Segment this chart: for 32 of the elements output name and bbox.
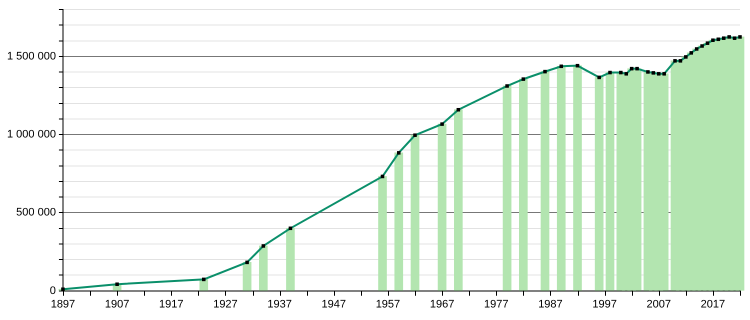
x-tick-label: 1967 <box>430 298 454 310</box>
bar <box>502 86 512 291</box>
bar <box>394 152 404 291</box>
x-tick-label: 1917 <box>159 298 184 310</box>
bar <box>378 176 387 291</box>
bar <box>454 109 463 291</box>
bar <box>410 134 420 291</box>
bar <box>556 66 566 291</box>
x-tick-label: 1937 <box>267 298 292 310</box>
y-tick-label: 0 <box>50 284 56 297</box>
x-tick-label: 1987 <box>538 298 563 310</box>
x-tick-label: 1907 <box>104 298 130 310</box>
x-tick-label: 2007 <box>646 298 671 310</box>
x-tick-label: 1927 <box>213 298 238 310</box>
x-tick-label: 1897 <box>50 298 76 310</box>
bar <box>519 78 528 291</box>
bar <box>259 246 268 291</box>
x-tick-label: 1947 <box>322 298 346 310</box>
bar <box>438 124 446 291</box>
x-tick-label: 1957 <box>376 298 400 310</box>
bar <box>286 228 295 291</box>
x-tick-label: 1997 <box>592 298 617 310</box>
y-tick-label: 1 000 000 <box>7 128 56 141</box>
bar <box>242 262 252 291</box>
bar <box>594 77 604 291</box>
y-tick-label: 500 000 <box>16 206 56 219</box>
x-tick-label: 2017 <box>700 298 726 310</box>
y-tick-label: 1 500 000 <box>7 50 56 62</box>
bar <box>573 65 582 291</box>
bar <box>540 71 550 291</box>
bar <box>606 72 614 291</box>
x-tick-label: 1977 <box>484 298 508 310</box>
